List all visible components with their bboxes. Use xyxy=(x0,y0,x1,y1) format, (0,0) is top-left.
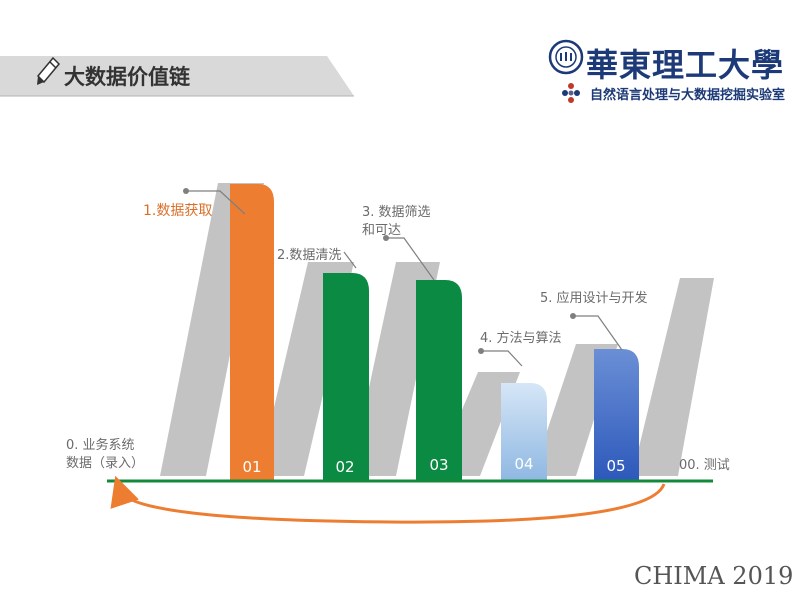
bar-01 xyxy=(230,184,274,480)
bar-01-number: 01 xyxy=(242,458,262,476)
end-label: 00. 测试 xyxy=(679,458,730,473)
step-4-label: 4. 方法与算法 xyxy=(480,331,562,346)
bar-03 xyxy=(416,280,462,480)
bar-05-number: 05 xyxy=(606,457,626,475)
slide-title: 大数据价值链 xyxy=(64,65,190,89)
bar-02 xyxy=(323,273,369,480)
bar-04-number: 04 xyxy=(514,455,534,473)
step-1-label: 1.数据获取 xyxy=(143,203,213,219)
bar-05 xyxy=(594,349,639,480)
pencil-icon xyxy=(36,56,61,85)
step-3-label-line2: 和可达 xyxy=(362,223,402,238)
university-name: 華東理工大學 xyxy=(586,46,785,84)
step-5-label: 5. 应用设计与开发 xyxy=(540,291,648,306)
lab-name: 自然语言处理与大数据挖掘实验室 xyxy=(590,88,786,103)
title-band xyxy=(0,56,354,96)
start-label-line1: 0. 业务系统 xyxy=(66,438,135,453)
step-3-label-line1: 3. 数据筛选 xyxy=(362,205,431,220)
bar-04 xyxy=(501,383,547,480)
bar-02-number: 02 xyxy=(335,458,355,476)
callout-lines xyxy=(186,190,623,367)
university-logo xyxy=(548,39,584,75)
lab-logo-icon xyxy=(562,83,580,103)
return-arrow xyxy=(110,475,666,524)
start-label-line2: 数据（录入） xyxy=(66,456,145,471)
step-2-label: 2.数据清洗 xyxy=(277,248,342,263)
callout-dots xyxy=(183,188,576,354)
footer-watermark: CHIMA 2019 xyxy=(634,562,793,590)
bar-03-number: 03 xyxy=(429,456,449,474)
